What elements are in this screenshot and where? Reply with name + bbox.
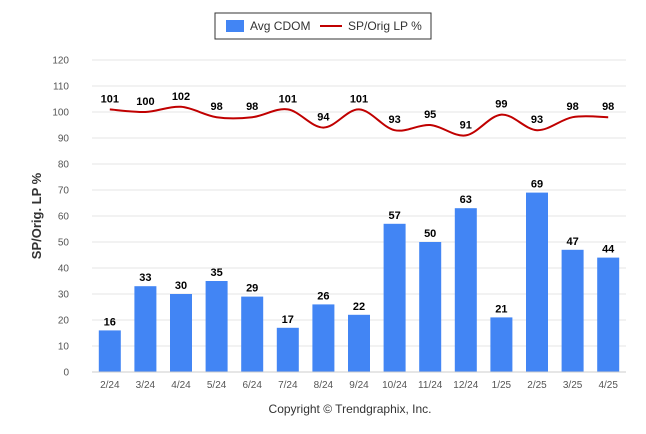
bar [383,223,406,372]
bar-value-label: 50 [424,228,436,240]
line-value-label: 95 [424,109,436,121]
bar [98,330,121,372]
y-tick-label: 20 [58,316,70,327]
y-tick-label: 100 [52,108,69,119]
legend-line-label: SP/Orig LP % [348,19,422,33]
y-axis-title: SP/Orig. LP % [29,172,44,259]
bar-value-label: 21 [495,303,507,315]
bar [490,317,513,372]
x-tick-label: 3/25 [563,380,583,391]
y-tick-label: 70 [58,186,70,197]
y-tick-label: 110 [53,82,69,93]
line-value-label: 98 [246,101,258,113]
bar [419,242,442,372]
x-tick-label: 10/24 [382,380,407,391]
line-value-label: 93 [388,114,400,126]
line-value-label: 94 [317,112,330,124]
line-value-label: 99 [495,99,507,111]
bar [526,192,548,372]
bar [312,304,335,372]
bar [454,208,477,372]
line-value-label: 98 [602,101,614,113]
bar [205,281,228,372]
line-value-label: 91 [460,119,472,131]
bar-value-label: 63 [460,194,472,206]
bar-value-label: 33 [139,272,151,284]
bar [561,249,584,372]
x-tick-label: 2/24 [100,380,120,391]
sp-orig-lp-line [109,105,609,137]
bar-value-label: 57 [388,210,400,222]
y-tick-label: 10 [58,342,70,353]
y-tick-label: 90 [58,134,70,145]
x-tick-label: 11/24 [418,380,443,391]
legend-bar-label: Avg CDOM [250,19,310,33]
x-tick-label: 5/24 [207,380,227,391]
line-value-label: 101 [350,93,368,105]
bar-value-label: 30 [175,280,187,292]
x-tick-label: 4/24 [171,380,191,391]
x-tick-label: 4/25 [598,380,618,391]
y-axis-ticks: 0 10 20 30 40 50 60 70 80 90 100 110 120 [52,56,69,379]
y-tick-label: 40 [58,264,70,275]
x-tick-label: 6/24 [242,380,262,391]
line-value-label: 100 [136,96,154,108]
y-tick-label: 80 [58,160,70,171]
bar [241,296,264,372]
bar-value-label: 29 [246,283,258,295]
y-tick-label: 120 [52,56,69,67]
copyright-credit: Copyright © Trendgraphix, Inc. [269,402,432,416]
line-value-label: 98 [210,101,222,113]
x-tick-label: 7/24 [278,380,298,391]
bar-series [98,192,620,372]
bar-data-labels: 16 33 30 35 29 17 26 22 57 50 63 21 69 47 44 [104,179,616,329]
x-tick-label: 1/25 [492,380,512,391]
bar [276,327,299,372]
x-tick-label: 9/24 [349,380,369,391]
line-value-label: 93 [531,114,543,126]
legend-bar-swatch [226,20,244,32]
x-tick-label: 8/24 [314,380,334,391]
bar-value-label: 26 [317,290,329,302]
x-tick-label: 12/24 [453,380,478,391]
line-data-labels: 101 100 102 98 98 101 94 101 93 95 91 99 93 98 98 [101,91,615,132]
x-axis-ticks: 2/24 3/24 4/24 5/24 6/24 7/24 8/24 9/24 10/24 11/… [100,380,618,391]
bar [134,286,157,372]
bar-value-label: 69 [531,179,543,191]
line-value-label: 102 [172,91,190,103]
bar-value-label: 16 [104,316,116,328]
x-tick-label: 2/25 [527,380,547,391]
y-tick-label: 30 [58,290,70,301]
bar-value-label: 22 [353,301,365,313]
line-value-label: 101 [279,93,297,105]
bar-value-label: 47 [566,236,578,248]
line-value-label: 101 [101,93,119,105]
x-tick-label: 3/24 [136,380,156,391]
bar [348,314,370,372]
bar [597,257,620,372]
bar-value-label: 35 [210,267,222,279]
y-tick-label: 0 [63,368,69,379]
bar [170,294,192,372]
y-tick-label: 60 [58,212,70,223]
bar-value-label: 17 [282,314,294,326]
line-series [109,105,609,137]
bar-value-label: 44 [602,244,615,256]
y-tick-label: 50 [58,238,70,249]
line-value-label: 98 [566,101,578,113]
legend: Avg CDOM SP/Orig LP % [214,12,432,40]
